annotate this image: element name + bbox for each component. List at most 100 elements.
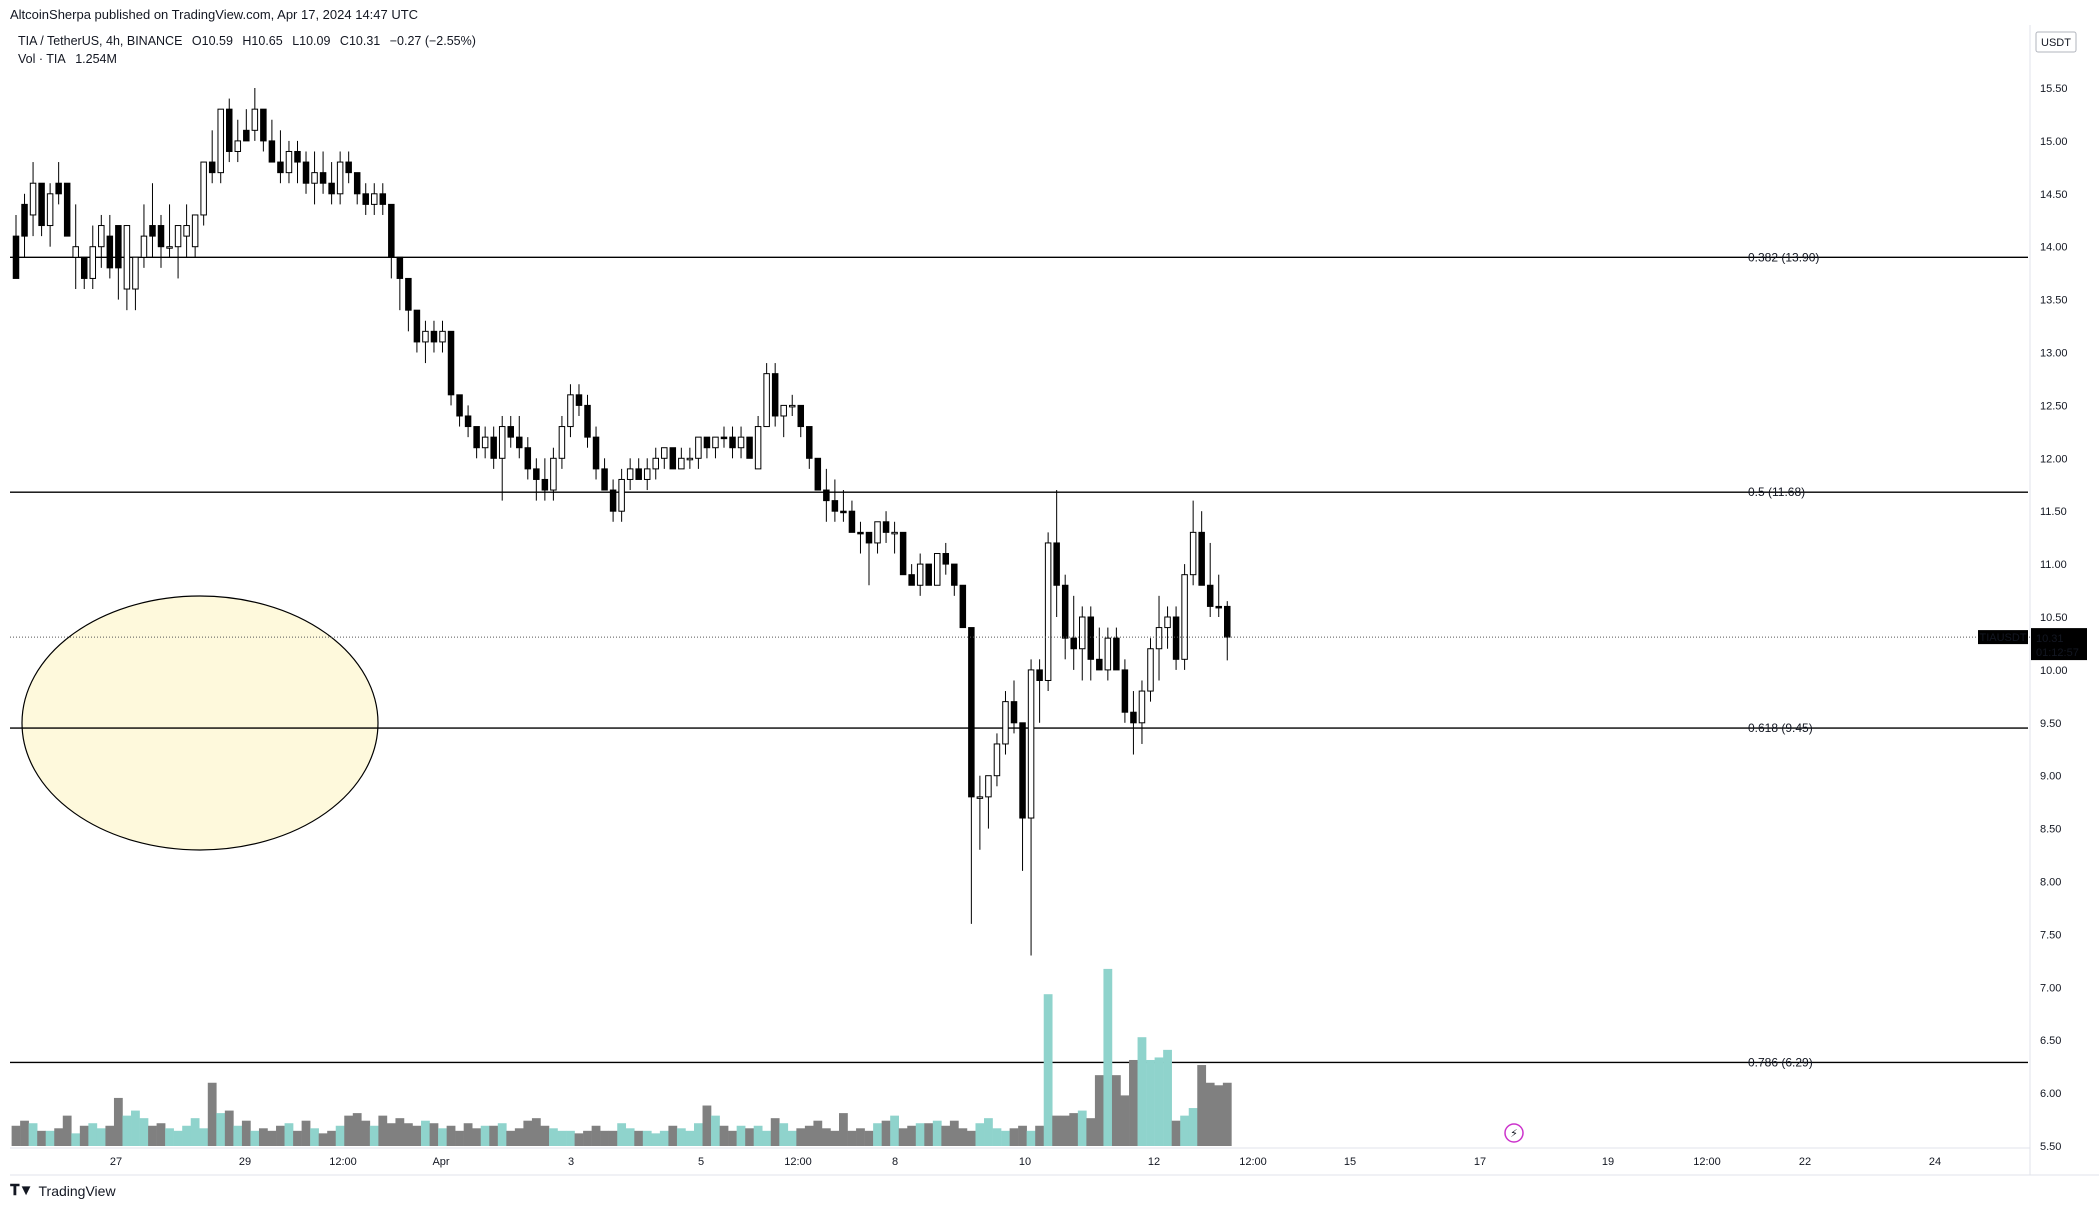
volume-bar [190, 1118, 200, 1146]
volume-bar [327, 1130, 337, 1146]
time-tick-label: 27 [110, 1156, 122, 1168]
price-tick-label: 10.50 [2040, 612, 2068, 624]
candle-down [12, 235, 20, 279]
volume-bar [386, 1123, 396, 1146]
volume-bar [207, 1082, 217, 1146]
candle-up [976, 796, 984, 799]
time-tick-label: 12:00 [784, 1156, 812, 1168]
volume-bar [625, 1128, 635, 1146]
volume-bar [1137, 1037, 1147, 1146]
volume-bar [890, 1115, 899, 1146]
candle-down [516, 436, 523, 449]
volume-bar [932, 1120, 942, 1146]
candle-down [848, 510, 856, 533]
volume-bar [821, 1128, 831, 1146]
ohlc-high: H10.65 [242, 34, 283, 48]
candle-up [498, 426, 506, 459]
candle-down [353, 172, 361, 195]
candle-up [422, 330, 429, 343]
candle-down [541, 478, 549, 491]
volume-bar [796, 1128, 806, 1146]
volume-bar [318, 1133, 328, 1146]
currency-box[interactable] [2035, 31, 2077, 53]
volume-bar [668, 1125, 678, 1146]
price-tick-label: 5.50 [2040, 1141, 2061, 1153]
candle-up [933, 553, 941, 586]
volume-bar [975, 1123, 985, 1146]
candle-up [191, 214, 199, 248]
candle-down [464, 415, 472, 428]
candle-down [260, 108, 267, 142]
volume-bar [335, 1125, 345, 1146]
candle-down [840, 510, 847, 514]
price-tick-label: 11.00 [2040, 559, 2067, 571]
time-tick-label: 12 [1148, 1156, 1160, 1168]
candle-up [1079, 616, 1086, 650]
candle-down [294, 150, 301, 163]
candle-up [200, 161, 207, 216]
candle-up [1189, 531, 1197, 576]
volume-bar [617, 1123, 627, 1146]
time-tick-label: 8 [892, 1156, 898, 1168]
candle-up [481, 436, 489, 449]
price-tick-label: 6.00 [2040, 1088, 2061, 1100]
candle-down [226, 108, 233, 152]
candle-down [703, 436, 711, 449]
candle-up [72, 246, 79, 258]
lightning-icon[interactable] [1504, 1123, 1524, 1143]
price-tick-label: 6.50 [2040, 1035, 2061, 1047]
volume-bar [1077, 1110, 1087, 1146]
volume-bar [79, 1125, 89, 1146]
highlight-ellipse[interactable] [21, 595, 379, 851]
volume-label: Vol · TIA [18, 52, 66, 66]
volume-bar [421, 1120, 430, 1146]
candle-down [968, 627, 975, 798]
candle-down [447, 330, 455, 396]
volume-bar [728, 1130, 737, 1146]
last-price-box [2031, 628, 2087, 661]
candle-up [140, 235, 148, 258]
volume-bar [600, 1130, 609, 1146]
candle-down [942, 553, 950, 565]
volume-bar [472, 1128, 482, 1146]
candle-up [618, 478, 625, 512]
fib-level-label: 0.382 (13.90) [1748, 250, 1819, 264]
volume-bar [96, 1128, 106, 1146]
candle-down [1061, 584, 1069, 639]
candle-up [1044, 542, 1052, 681]
volume-value: 1.254M [75, 52, 117, 66]
volume-bar [11, 1125, 21, 1146]
volume-bar [1052, 1115, 1062, 1146]
candle-up [46, 193, 54, 227]
candle-up [1002, 701, 1009, 745]
volume-bar [250, 1130, 260, 1146]
volume-bar [864, 1130, 874, 1146]
volume-bar [241, 1120, 251, 1146]
volume-bar [548, 1128, 558, 1146]
volume-bar [45, 1130, 55, 1146]
candle-up [712, 436, 719, 449]
volume-bar [898, 1128, 908, 1146]
volume-bar [984, 1118, 993, 1146]
candle-up [678, 457, 685, 470]
tradingview-brand[interactable]: 𝐓▼ TradingView [10, 1182, 116, 1199]
symbol-line: TIA / TetherUS, 4h, BINANCE [18, 34, 183, 48]
volume-bar [881, 1120, 891, 1146]
price-tick-label: 14.00 [2040, 242, 2068, 254]
candle-down [1130, 711, 1137, 724]
volume-bar [1154, 1057, 1164, 1146]
candle-down [63, 182, 71, 237]
volume-bar [71, 1133, 81, 1146]
price-tick-label: 14.50 [2040, 189, 2068, 201]
volume-bar [369, 1125, 379, 1146]
volume-bar [412, 1125, 422, 1146]
price-tick-label: 11.50 [2040, 506, 2067, 518]
candle-up [985, 775, 992, 798]
candle-up [1104, 637, 1112, 671]
candle-up [439, 330, 446, 343]
candle-down [797, 404, 805, 428]
fib-level-label: 0.618 (9.45) [1748, 721, 1813, 735]
time-tick-label: 19 [1602, 1156, 1614, 1168]
candle-down [362, 193, 369, 205]
